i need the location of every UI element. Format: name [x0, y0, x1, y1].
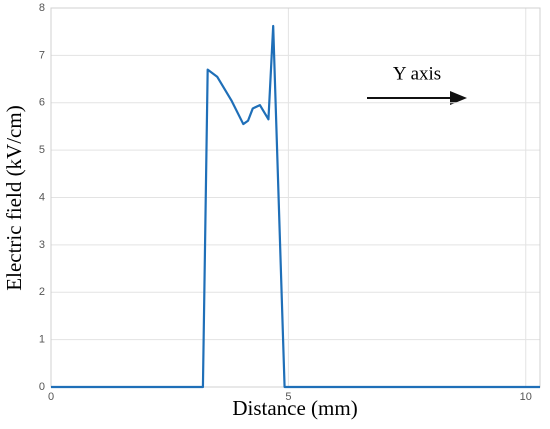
x-tick-label: 5: [285, 391, 291, 403]
y-tick-label: 1: [39, 334, 45, 346]
arrow-head: [450, 91, 467, 105]
data-line: [51, 24, 540, 389]
annotation: Y axis: [393, 63, 441, 84]
y-tick-label: 2: [39, 286, 45, 298]
y-tick-label: 0: [39, 381, 45, 393]
y-tick-label: 4: [39, 191, 45, 203]
y-tick-label: 5: [39, 144, 45, 156]
x-tick-label: 0: [48, 391, 54, 403]
y-tick-label: 8: [39, 2, 45, 14]
x-tick-label: 10: [520, 391, 532, 403]
y-tick-label: 3: [39, 239, 45, 251]
y-axis-label: Electric field (kV/cm): [2, 105, 26, 290]
y-tick-label: 6: [39, 97, 45, 109]
x-axis-label: Distance (mm): [232, 396, 357, 420]
y-tick-label: 7: [39, 49, 45, 61]
